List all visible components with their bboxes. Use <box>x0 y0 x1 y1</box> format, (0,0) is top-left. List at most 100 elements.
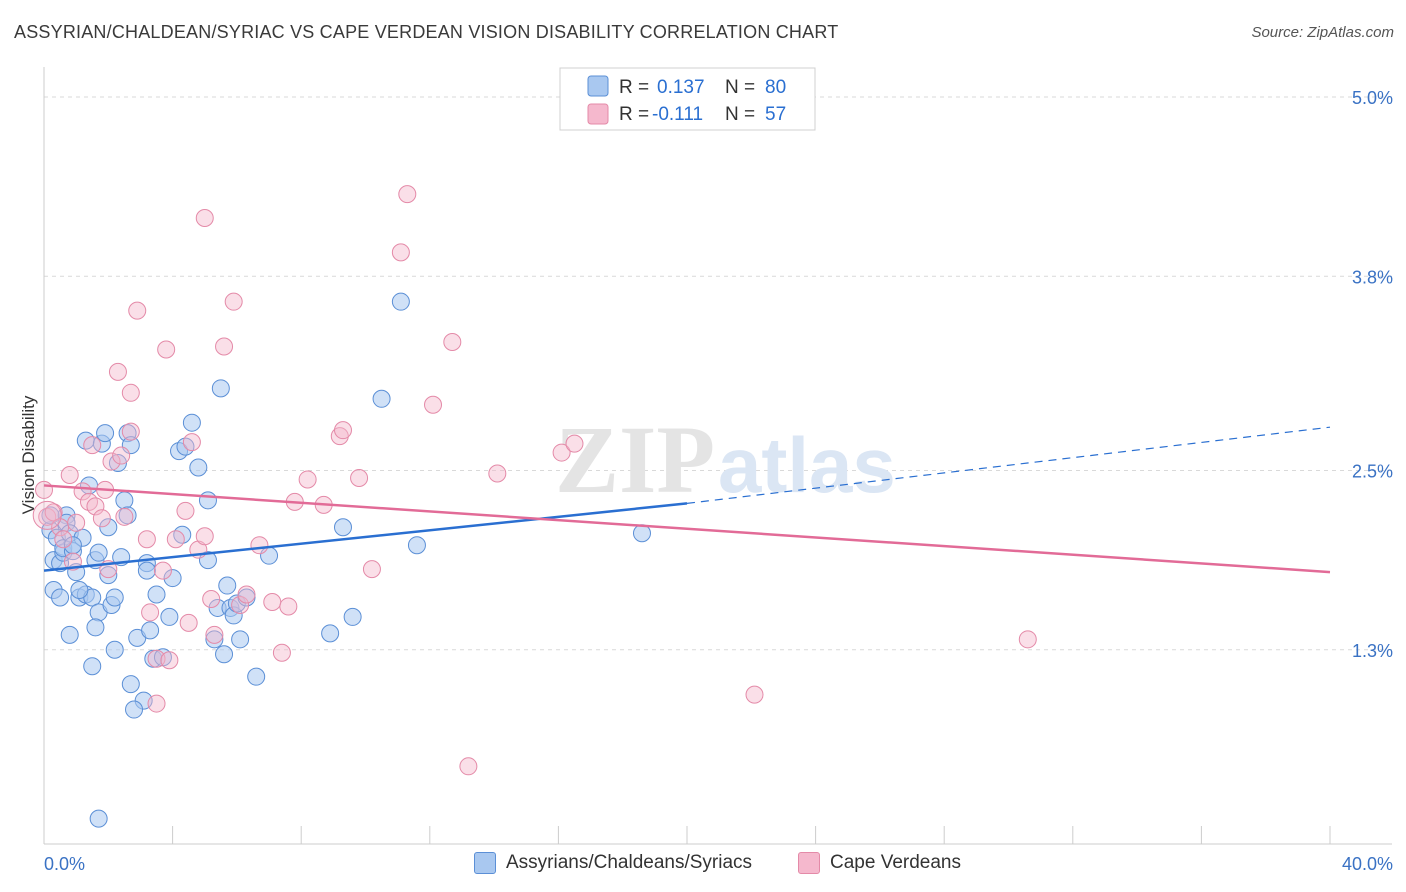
legend-n-label-1: N = <box>725 77 755 98</box>
point-assyrian-61 <box>218 576 237 595</box>
grid-lines <box>44 96 1392 651</box>
legend-n-label-2: N = <box>725 104 755 125</box>
point-assyrian-69 <box>321 624 340 643</box>
point-capeverdean-25 <box>147 649 166 668</box>
point-capeverdean-39 <box>224 292 243 311</box>
legend-swatch-assyrian <box>587 75 609 97</box>
point-assyrian-24 <box>96 424 115 443</box>
point-capeverdean-22 <box>137 530 156 549</box>
point-assyrian-41 <box>125 700 144 719</box>
chart-title: ASSYRIAN/CHALDEAN/SYRIAC VS CAPE VERDEAN… <box>14 22 839 42</box>
source-label: Source: ZipAtlas.com <box>1251 24 1394 41</box>
point-capeverdean-50 <box>333 421 352 440</box>
point-assyrian-48 <box>160 607 179 626</box>
point-capeverdean-7 <box>67 513 86 532</box>
point-capeverdean-41 <box>237 585 256 604</box>
point-assyrian-28 <box>105 588 124 607</box>
point-capeverdean-23 <box>141 603 160 622</box>
point-capeverdean-0 <box>35 480 53 499</box>
point-capeverdean-38 <box>215 337 234 356</box>
legend-label-capeverdean: Cape Verdeans <box>830 852 961 873</box>
point-assyrian-71 <box>343 607 362 626</box>
point-capeverdean-27 <box>157 340 176 359</box>
point-capeverdean-60 <box>745 685 764 704</box>
point-assyrian-53 <box>182 413 201 432</box>
point-capeverdean-large <box>32 500 62 530</box>
point-assyrian-78 <box>63 536 82 555</box>
y-axis-label: Vision Disability <box>19 395 38 514</box>
point-capeverdean-35 <box>195 209 214 228</box>
point-assyrian-65 <box>231 630 250 649</box>
point-assyrian-76 <box>89 809 108 828</box>
point-capeverdean-17 <box>112 446 131 465</box>
point-assyrian-46 <box>147 585 166 604</box>
point-capeverdean-56 <box>459 757 478 776</box>
point-capeverdean-5 <box>60 465 79 484</box>
y-tick-label-2: 3.8% <box>1352 267 1393 287</box>
point-capeverdean-51 <box>350 468 369 487</box>
point-capeverdean-62 <box>398 185 417 204</box>
point-capeverdean-30 <box>176 501 195 520</box>
point-capeverdean-55 <box>443 333 462 352</box>
point-assyrian-49 <box>163 569 182 588</box>
point-capeverdean-37 <box>205 625 224 644</box>
point-assyrian-54 <box>189 458 208 477</box>
legend-swatch-capeverdean-bottom <box>798 852 820 874</box>
point-assyrian-72 <box>372 389 391 408</box>
y-tick-label-3: 5.0% <box>1352 88 1393 108</box>
point-assyrian-43 <box>137 561 156 580</box>
legend-n-value-1: 80 <box>765 77 786 98</box>
point-capeverdean-21 <box>128 301 147 320</box>
point-capeverdean-49 <box>330 427 349 446</box>
point-assyrian-52 <box>176 437 195 456</box>
point-assyrian-31 <box>115 491 134 510</box>
point-capeverdean-29 <box>166 530 185 549</box>
point-assyrian-60 <box>215 645 234 664</box>
legend-r-label-1: R = <box>619 77 649 98</box>
point-capeverdean-45 <box>279 597 298 616</box>
point-assyrian-21 <box>89 543 108 562</box>
trend-line-assyrian <box>43 502 688 572</box>
legend-item-assyrian[interactable]: Assyrians/Chaldeans/Syriacs <box>474 852 752 874</box>
point-capeverdean-54 <box>424 395 443 414</box>
legend-r-value-2: -0.111 <box>652 104 703 125</box>
point-assyrian-57 <box>205 630 224 649</box>
watermark-zip: ZIP <box>555 406 715 513</box>
point-capeverdean-19 <box>121 422 140 441</box>
point-capeverdean-58 <box>552 443 571 462</box>
point-capeverdean-2 <box>44 503 63 522</box>
point-capeverdean-16 <box>108 362 127 381</box>
trend-lines <box>43 426 1331 574</box>
point-capeverdean-34 <box>195 527 214 546</box>
point-assyrian-73 <box>391 292 410 311</box>
legend-label-assyrian: Assyrians/Chaldeans/Syriacs <box>506 852 753 873</box>
point-assyrian-44 <box>141 621 160 640</box>
point-capeverdean-47 <box>298 470 317 489</box>
tick-labels: 1.3% 2.5% 3.8% 5.0% 0.0% 40.0% <box>44 88 1393 874</box>
point-capeverdean-24 <box>147 694 166 713</box>
point-assyrian-67 <box>247 667 266 686</box>
correlation-legend: R = 0.137 N = 80 R = -0.111 N = 57 <box>559 67 816 131</box>
point-capeverdean-31 <box>179 613 198 632</box>
point-capeverdean-9 <box>80 492 99 511</box>
point-assyrian-77 <box>41 506 60 525</box>
point-assyrian-7 <box>51 588 70 607</box>
y-tick-label-0: 1.3% <box>1352 641 1393 661</box>
point-assyrian-70 <box>333 518 352 537</box>
legend-r-value-1: 0.137 <box>657 77 705 98</box>
point-assyrian-35 <box>83 657 102 676</box>
point-assyrian-26 <box>99 566 118 585</box>
axes <box>43 67 1392 845</box>
point-assyrian-79 <box>70 581 89 600</box>
point-capeverdean-26 <box>153 561 172 580</box>
y-tick-label-1: 2.5% <box>1352 462 1393 482</box>
point-assyrian-51 <box>173 525 192 544</box>
point-assyrian-74 <box>407 536 426 555</box>
point-capeverdean-28 <box>160 651 179 670</box>
point-capeverdean-40 <box>231 595 250 614</box>
point-capeverdean-52 <box>362 560 381 579</box>
x-tick-label-0: 0.0% <box>44 854 85 874</box>
legend-item-capeverdean[interactable]: Cape Verdeans <box>798 852 961 874</box>
point-capeverdean-1 <box>38 507 57 526</box>
